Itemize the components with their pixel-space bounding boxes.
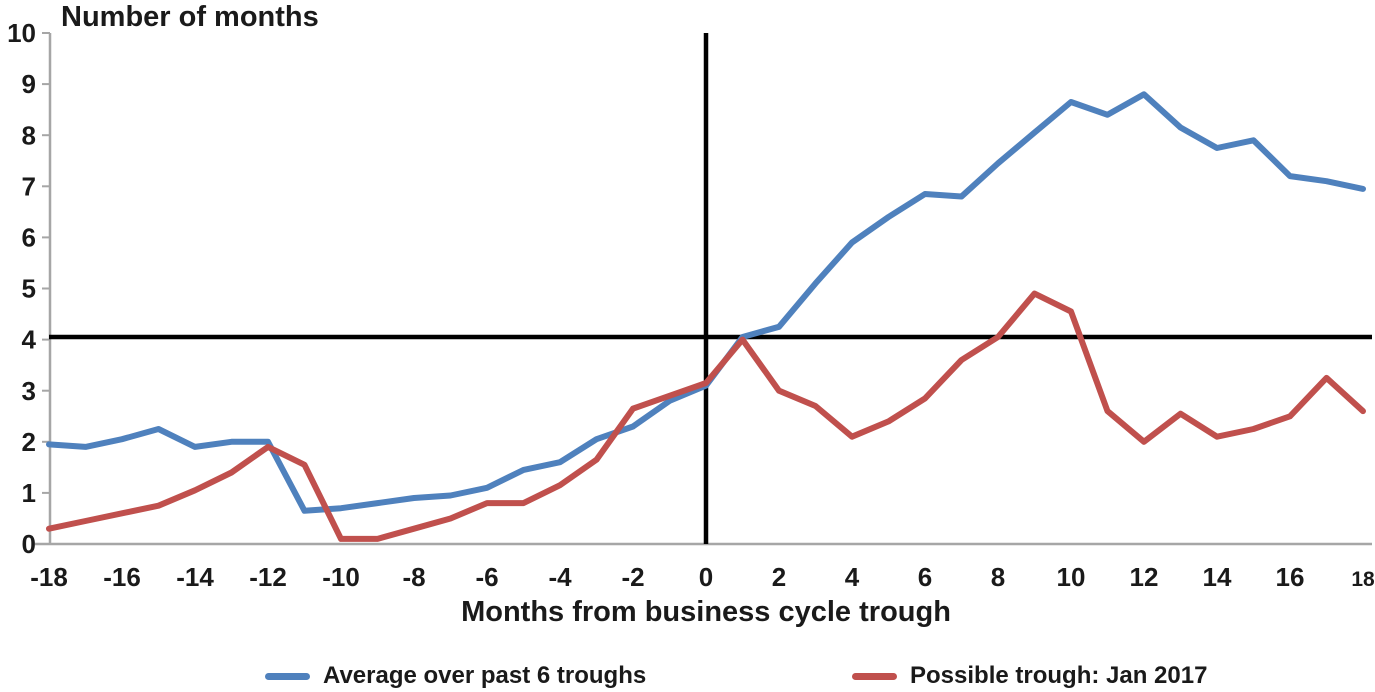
- x-axis-tick-label: -18: [30, 562, 68, 592]
- x-axis-tick-label: 4: [845, 562, 860, 592]
- x-axis-tick-label: -2: [621, 562, 644, 592]
- y-axis-tick-label: 10: [7, 18, 36, 48]
- legend-item-average: Average over past 6 troughs: [265, 660, 646, 692]
- x-axis-tick-label: 2: [772, 562, 786, 592]
- legend-label: Average over past 6 troughs: [323, 662, 647, 689]
- legend-item-possible-trough: Possible trough: Jan 2017: [852, 660, 1207, 692]
- y-axis-tick-label: 1: [22, 478, 36, 508]
- x-axis-tick-label: 18: [1351, 568, 1375, 591]
- y-axis-tick-label: 4: [22, 325, 37, 355]
- x-axis-tick-label: -12: [249, 562, 287, 592]
- y-axis-tick-label: 5: [22, 274, 36, 304]
- x-axis-tick-label: 10: [1057, 562, 1086, 592]
- y-axis-tick-label: 6: [22, 223, 36, 253]
- x-axis-tick-label: 12: [1130, 562, 1159, 592]
- x-axis-tick-label: 0: [699, 562, 713, 592]
- x-axis-tick-label: -10: [322, 562, 360, 592]
- x-axis-tick-label: -14: [176, 562, 214, 592]
- x-axis-tick-label: 8: [991, 562, 1005, 592]
- x-axis-tick-label: 16: [1276, 562, 1305, 592]
- x-axis-tick-label: -4: [548, 562, 572, 592]
- x-axis-tick-label: -8: [402, 562, 425, 592]
- y-axis-tick-label: 3: [22, 376, 36, 406]
- legend-line-swatch-red: [852, 672, 897, 680]
- y-axis-tick-label: 9: [22, 69, 36, 99]
- y-axis-title: Number of months: [61, 1, 319, 33]
- legend-line-swatch-blue: [265, 672, 310, 680]
- x-axis-tick-label: -6: [475, 562, 498, 592]
- y-axis-tick-label: 7: [22, 171, 36, 201]
- x-axis-title: Months from business cycle trough: [461, 596, 951, 628]
- legend-label: Possible trough: Jan 2017: [910, 662, 1208, 689]
- y-axis-tick-label: 2: [22, 427, 36, 457]
- x-axis-tick-label: -16: [103, 562, 141, 592]
- y-axis-tick-label: 8: [22, 120, 36, 150]
- series-line-possible-trough: [46, 290, 1366, 542]
- legend: Average over past 6 troughs Possible tro…: [0, 660, 1375, 692]
- y-axis-tick-label: 0: [22, 529, 36, 559]
- x-axis-tick-label: 6: [918, 562, 932, 592]
- x-axis-tick-label: 14: [1203, 562, 1232, 592]
